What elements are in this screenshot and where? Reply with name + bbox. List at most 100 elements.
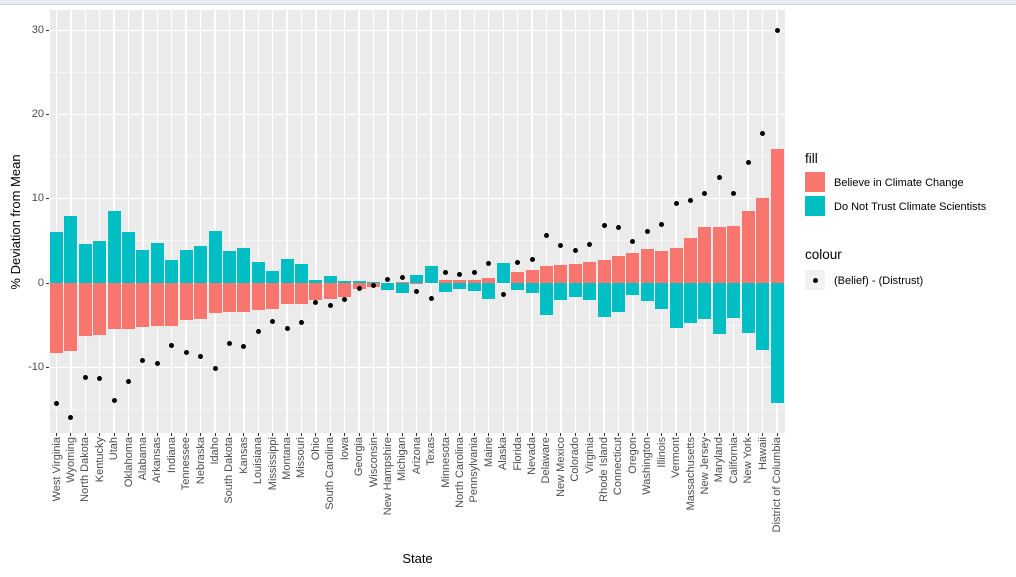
- gridline-x: [185, 10, 187, 433]
- x-tick-label: Ohio: [309, 437, 322, 461]
- diff-point: [515, 260, 521, 266]
- diff-point: [82, 374, 88, 380]
- diff-point: [716, 175, 722, 181]
- x-tick-label: Indiana: [165, 437, 178, 474]
- diff-point: [241, 343, 247, 349]
- x-tick-mark: [675, 433, 677, 436]
- belief-bar: [684, 237, 698, 283]
- diff-point: [457, 272, 463, 278]
- diff-point: [342, 297, 348, 303]
- x-tick-label: North Dakota: [79, 437, 92, 502]
- x-tick-label: District of Columbia: [771, 437, 783, 533]
- diff-point: [745, 160, 751, 166]
- belief-bar: [165, 283, 179, 326]
- diff-point: [313, 299, 319, 305]
- gridline-x: [416, 10, 418, 433]
- gridline-x: [531, 10, 533, 433]
- belief-bar: [655, 250, 669, 283]
- gridline-x: [271, 10, 274, 433]
- diff-point: [327, 303, 333, 309]
- belief-bar: [756, 197, 770, 283]
- gridline-x: [718, 10, 721, 433]
- gridline-x: [588, 10, 591, 433]
- diff-point: [183, 350, 189, 356]
- distrust-bar: [698, 283, 712, 319]
- gridline-major-y: [50, 366, 785, 368]
- gridline-major-y: [50, 198, 785, 200]
- y-tick-mark: [46, 366, 49, 368]
- distrust-bar: [554, 283, 568, 301]
- gridline-x: [545, 10, 548, 433]
- x-tick-label: Iowa: [338, 437, 351, 461]
- gridline-x: [300, 10, 303, 433]
- distrust-bar: [251, 261, 265, 283]
- gridline-minor-y: [50, 72, 785, 73]
- distrust-bar: [525, 283, 539, 293]
- distrust-bar: [467, 283, 481, 291]
- legend-swatch-distrust: [805, 196, 825, 216]
- x-tick-mark: [704, 433, 706, 436]
- x-tick-mark: [56, 433, 57, 436]
- belief-bar: [712, 227, 726, 283]
- gridline-x: [55, 10, 58, 433]
- distrust-bar: [179, 250, 193, 283]
- distrust-bar: [280, 259, 294, 283]
- belief-bar: [698, 227, 712, 283]
- distrust-bar: [727, 283, 741, 318]
- distrust-bar: [539, 283, 553, 315]
- diff-point: [356, 286, 362, 292]
- distrust-bar: [395, 283, 409, 293]
- x-tick-label: Georgia: [353, 437, 366, 477]
- legend-swatch-believe: [805, 172, 825, 192]
- distrust-bar: [669, 283, 683, 329]
- x-tick-mark: [776, 433, 778, 436]
- gridline-minor-y: [50, 240, 785, 242]
- distrust-bar: [367, 281, 381, 283]
- distrust-bar: [208, 230, 222, 283]
- diff-point: [68, 415, 74, 421]
- x-tick-label: Arkansas: [151, 437, 164, 483]
- distrust-bar: [352, 280, 366, 283]
- distrust-bar: [294, 264, 308, 283]
- distrust-bar: [381, 283, 395, 291]
- belief-bar: [525, 270, 539, 283]
- diff-point: [97, 375, 103, 381]
- distrust-bar: [222, 251, 236, 283]
- y-tick-label: 20: [31, 108, 44, 121]
- y-tick-label: 0: [37, 276, 44, 289]
- x-tick-mark: [344, 433, 346, 436]
- diff-point: [558, 242, 564, 248]
- gridline-x: [199, 10, 202, 433]
- diff-point: [371, 282, 377, 288]
- distrust-bar: [122, 231, 136, 283]
- belief-bar: [50, 283, 63, 353]
- gridline-x: [459, 10, 461, 433]
- x-tick-label: South Dakota: [223, 437, 236, 504]
- x-tick-label: Delaware: [540, 437, 553, 484]
- belief-bar: [280, 283, 294, 305]
- diff-point: [615, 224, 621, 230]
- distrust-bar: [266, 271, 280, 283]
- gridline-x: [127, 10, 130, 433]
- x-tick-label: Hawaii: [756, 437, 769, 471]
- y-tick-label: 10: [31, 192, 44, 205]
- x-tick-label: Minnesota: [439, 437, 452, 488]
- belief-bar: [136, 283, 150, 327]
- y-tick-mark: [46, 29, 49, 31]
- x-tick-label: New Jersey: [698, 437, 711, 495]
- belief-bar: [222, 283, 236, 312]
- gridline-x: [574, 10, 576, 433]
- x-tick-mark: [488, 433, 490, 436]
- distrust-bar: [194, 245, 208, 283]
- diff-point: [399, 274, 405, 280]
- x-tick-mark: [430, 433, 432, 436]
- belief-bar: [611, 256, 625, 283]
- x-tick-mark: [214, 433, 216, 436]
- belief-bar: [294, 283, 308, 305]
- belief-bar: [194, 283, 208, 320]
- x-tick-mark: [733, 433, 735, 436]
- diff-point: [601, 223, 607, 229]
- x-tick-label: Montana: [281, 437, 294, 480]
- y-tick-mark: [46, 198, 49, 200]
- x-tick-mark: [473, 433, 475, 436]
